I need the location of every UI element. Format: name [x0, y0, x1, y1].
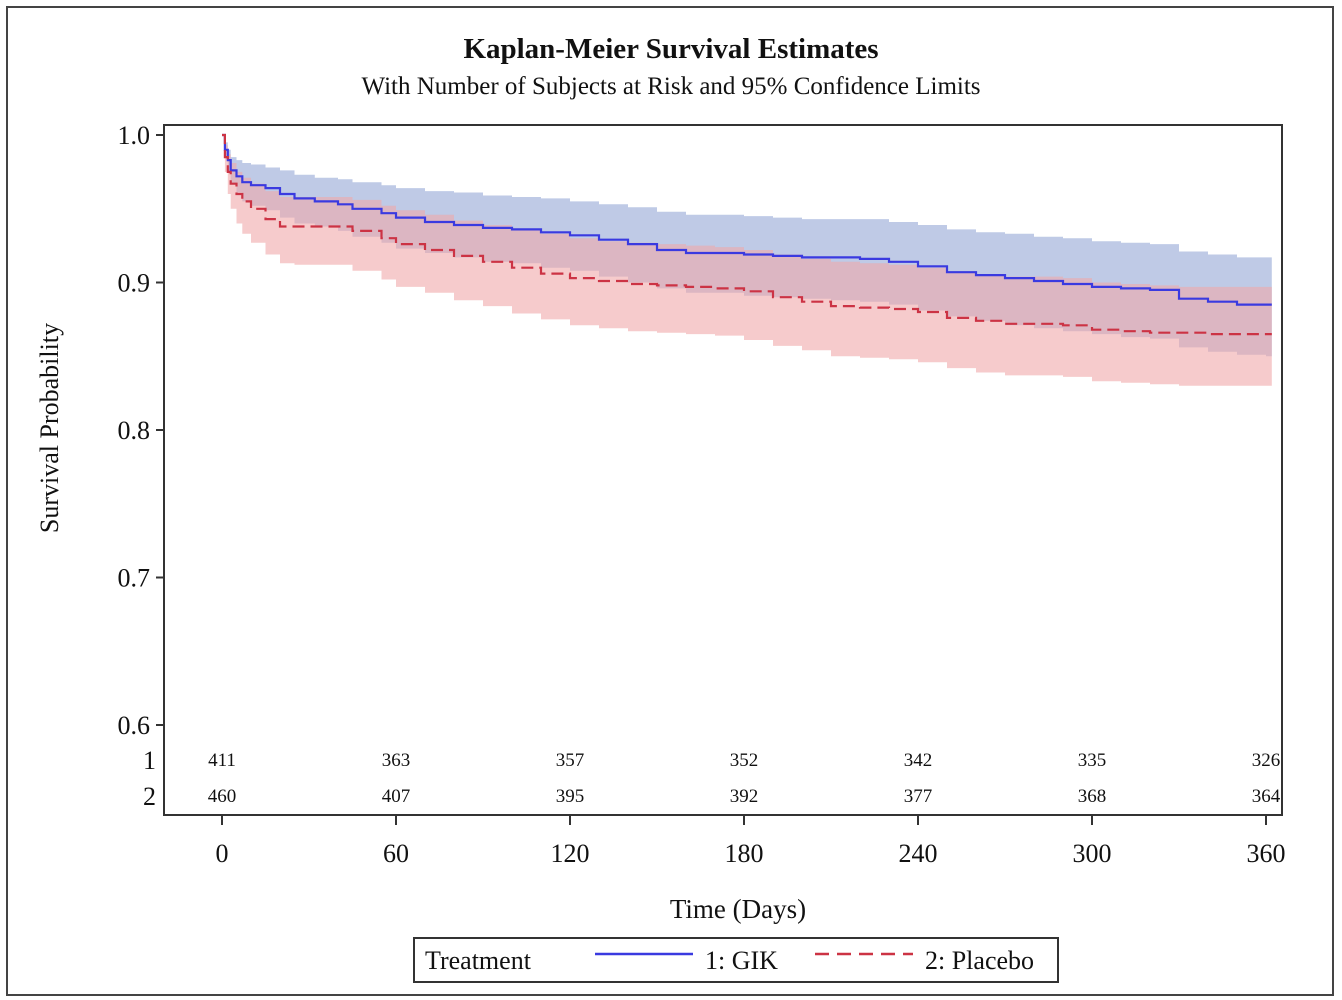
x-tick-label: 180 — [725, 839, 764, 868]
at-risk-row-label: 1 — [143, 746, 156, 775]
chart-title: Kaplan-Meier Survival Estimates — [463, 33, 879, 65]
y-tick-label: 0.9 — [118, 269, 151, 298]
at-risk-count: 460 — [208, 786, 237, 807]
legend-title: Treatment — [425, 946, 531, 975]
x-tick-label: 0 — [216, 839, 229, 868]
confidence-bands — [222, 135, 1272, 386]
legend: Treatment 1: GIK 2: Placebo — [413, 937, 1059, 983]
at-risk-count: 335 — [1078, 750, 1107, 771]
at-risk-count: 352 — [730, 750, 759, 771]
at-risk-count: 326 — [1252, 750, 1281, 771]
y-axis-label: Survival Probability — [35, 323, 64, 533]
at-risk-count: 392 — [730, 786, 759, 807]
at-risk-count: 364 — [1252, 786, 1281, 807]
at-risk-count: 357 — [556, 750, 585, 771]
at-risk-count: 368 — [1078, 786, 1107, 807]
axes: 0.6 0.7 0.8 0.9 1.0 0 60 120 180 240 300 360 1 411 363… — [118, 121, 1286, 868]
chart-subtitle: With Number of Subjects at Risk and 95% … — [361, 73, 981, 100]
x-axis-label: Time (Days) — [670, 894, 806, 924]
x-tick-label: 240 — [899, 839, 938, 868]
y-tick-label: 0.8 — [118, 416, 151, 445]
x-tick-label: 120 — [551, 839, 590, 868]
y-tick-label: 1.0 — [118, 121, 151, 150]
legend-label-placebo: 2: Placebo — [925, 946, 1035, 975]
survival-curve-1 — [222, 133, 1272, 306]
at-risk-count: 395 — [556, 786, 585, 807]
y-tick-label: 0.6 — [118, 711, 151, 740]
at-risk-row-label: 2 — [143, 782, 156, 811]
x-tick-label: 60 — [383, 839, 409, 868]
survival-curves — [222, 133, 1272, 336]
at-risk-count: 377 — [904, 786, 933, 807]
at-risk-count: 407 — [382, 786, 411, 807]
legend-label-gik: 1: GIK — [705, 946, 778, 975]
y-tick-label: 0.7 — [118, 564, 151, 593]
plot-area-frame — [163, 124, 1283, 816]
legend-swatch-gik — [595, 952, 693, 956]
at-risk-count: 363 — [382, 750, 411, 771]
legend-swatch-placebo — [815, 952, 913, 956]
survival-curve-2 — [222, 133, 1272, 336]
at-risk-count: 342 — [904, 750, 933, 771]
x-tick-label: 360 — [1247, 839, 1286, 868]
at-risk-count: 411 — [208, 750, 236, 771]
x-tick-label: 300 — [1073, 839, 1112, 868]
